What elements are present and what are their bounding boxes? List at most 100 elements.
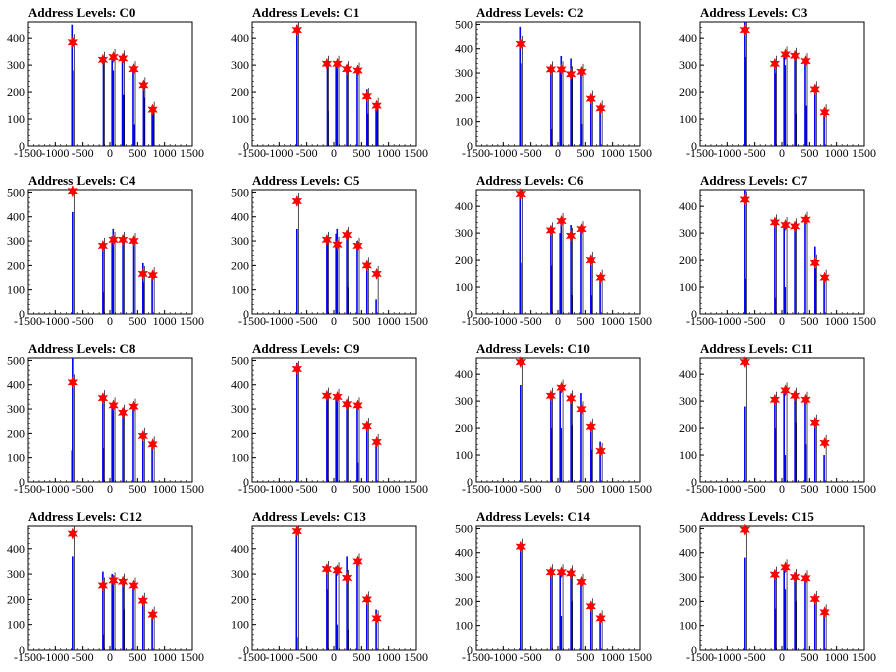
peak-marker — [556, 63, 567, 76]
y-tick-label: 0 — [691, 139, 697, 153]
peak-marker — [128, 400, 139, 413]
x-tick-label: -1500 — [686, 482, 714, 496]
peak-marker — [332, 564, 343, 577]
x-tick-label: -500 — [520, 482, 542, 496]
x-tick-label: 1500 — [404, 314, 428, 328]
x-tick-label: 1500 — [628, 650, 652, 664]
y-tick-label: 400 — [679, 546, 697, 560]
x-tick-label: -500 — [72, 314, 94, 328]
peak-marker — [809, 83, 821, 96]
panel-title: Address Levels: C8 — [28, 341, 136, 356]
x-tick-label: 1000 — [377, 146, 401, 160]
plot-frame — [251, 525, 417, 651]
y-tick-label: 200 — [231, 85, 249, 99]
panel-title: Address Levels: C3 — [700, 5, 808, 20]
x-tick-label: -500 — [72, 650, 94, 664]
y-tick-label: 200 — [679, 594, 697, 608]
peak-marker — [97, 391, 109, 405]
y-tick-label: 0 — [19, 475, 25, 489]
peak-marker — [291, 362, 303, 376]
x-tick-label: -1500 — [14, 650, 42, 664]
panel-title: Address Levels: C0 — [28, 5, 136, 20]
y-tick-label: 400 — [455, 42, 473, 56]
peak-marker — [739, 193, 751, 206]
y-tick-label: 400 — [679, 367, 697, 381]
x-tick-label: 1000 — [153, 314, 177, 328]
plot-frame — [699, 189, 865, 315]
y-tick-label: 100 — [455, 448, 473, 462]
y-tick-label: 200 — [679, 421, 697, 435]
histogram-plot: 0 100 200 300 400 500 -1500 -1000 -500 0 500 1000 15… — [7, 353, 204, 496]
peak-marker — [585, 600, 597, 613]
y-tick-label: 300 — [231, 402, 249, 416]
histogram-panel: 0 100 200 300 400 500 -1500 -1000 -500 0 500 1000 15… — [0, 168, 224, 336]
peak-marker — [117, 52, 129, 65]
x-tick-label: -1500 — [462, 146, 490, 160]
panel-title: Address Levels: C15 — [700, 509, 814, 524]
x-tick-label: 500 — [128, 650, 146, 664]
peak-marker — [137, 594, 149, 607]
y-tick-label: 0 — [243, 643, 249, 657]
peak-marker — [576, 222, 587, 236]
y-tick-label: 200 — [455, 90, 473, 104]
peak-marker — [67, 185, 79, 198]
panel-title: Address Levels: C7 — [700, 173, 808, 188]
peak-marker — [595, 102, 606, 115]
x-tick-label: -1000 — [713, 146, 741, 160]
peak-marker — [321, 233, 333, 247]
x-tick-label: -1500 — [462, 314, 490, 328]
peak-marker — [128, 234, 139, 248]
y-tick-label: 0 — [19, 139, 25, 153]
peak-marker — [515, 187, 527, 201]
y-tick-label: 400 — [7, 378, 25, 392]
histogram-panel: 0 100 200 300 400 500 -1500 -1000 -500 0 500 1000 15… — [224, 168, 448, 336]
plot-frame — [251, 21, 417, 147]
peak-marker — [556, 566, 567, 579]
peak-marker — [515, 37, 527, 51]
x-tick-label: 500 — [800, 650, 818, 664]
x-tick-label: -1500 — [238, 482, 266, 496]
peak-marker — [800, 213, 811, 226]
x-tick-label: 1000 — [153, 650, 177, 664]
y-tick-label: 500 — [679, 521, 697, 535]
x-tick-label: 1500 — [628, 314, 652, 328]
peak-marker — [108, 399, 119, 412]
y-tick-label: 300 — [679, 226, 697, 240]
y-tick-label: 200 — [455, 594, 473, 608]
y-tick-label: 400 — [455, 546, 473, 560]
peak-marker — [332, 390, 343, 404]
peak-marker — [595, 444, 606, 458]
peak-marker — [352, 239, 363, 253]
y-tick-label: 500 — [231, 353, 249, 367]
peak-marker — [371, 612, 382, 625]
y-tick-label: 200 — [7, 85, 25, 99]
y-tick-label: 300 — [7, 567, 25, 581]
x-tick-label: 0 — [107, 146, 113, 160]
peak-marker — [371, 99, 382, 112]
y-tick-label: 200 — [455, 253, 473, 267]
peak-marker — [321, 57, 333, 70]
y-tick-label: 0 — [19, 643, 25, 657]
plot-frame — [27, 525, 193, 651]
x-tick-label: -1000 — [41, 314, 69, 328]
x-tick-label: 1000 — [601, 650, 625, 664]
x-tick-label: -1500 — [686, 146, 714, 160]
y-tick-label: 500 — [231, 185, 249, 199]
y-tick-label: 100 — [455, 280, 473, 294]
peak-marker — [789, 389, 801, 402]
x-tick-label: 1500 — [852, 146, 876, 160]
histogram-plot: 0 100 200 300 400 -1500 -1000 -500 0 500 1000 1500 — [679, 189, 876, 328]
histogram-plot: 0 100 200 300 400 500 -1500 -1000 -500 0 500 1000 15… — [231, 353, 428, 496]
x-tick-label: 1000 — [153, 146, 177, 160]
peak-marker — [515, 355, 527, 369]
x-tick-label: -1000 — [265, 482, 293, 496]
peak-marker — [108, 233, 119, 247]
panel-title: Address Levels: C13 — [252, 509, 366, 524]
panel-title: Address Levels: C11 — [700, 341, 814, 356]
histogram-plot: 0 100 200 300 400 500 -1500 -1000 -500 0 500 1000 15… — [679, 521, 876, 664]
plot-frame — [251, 357, 417, 483]
histogram-panel: 0 100 200 300 400 -1500 -1000 -500 0 500 1000 1500 A… — [0, 504, 224, 672]
peak-marker — [576, 403, 587, 416]
plot-frame — [475, 21, 641, 147]
